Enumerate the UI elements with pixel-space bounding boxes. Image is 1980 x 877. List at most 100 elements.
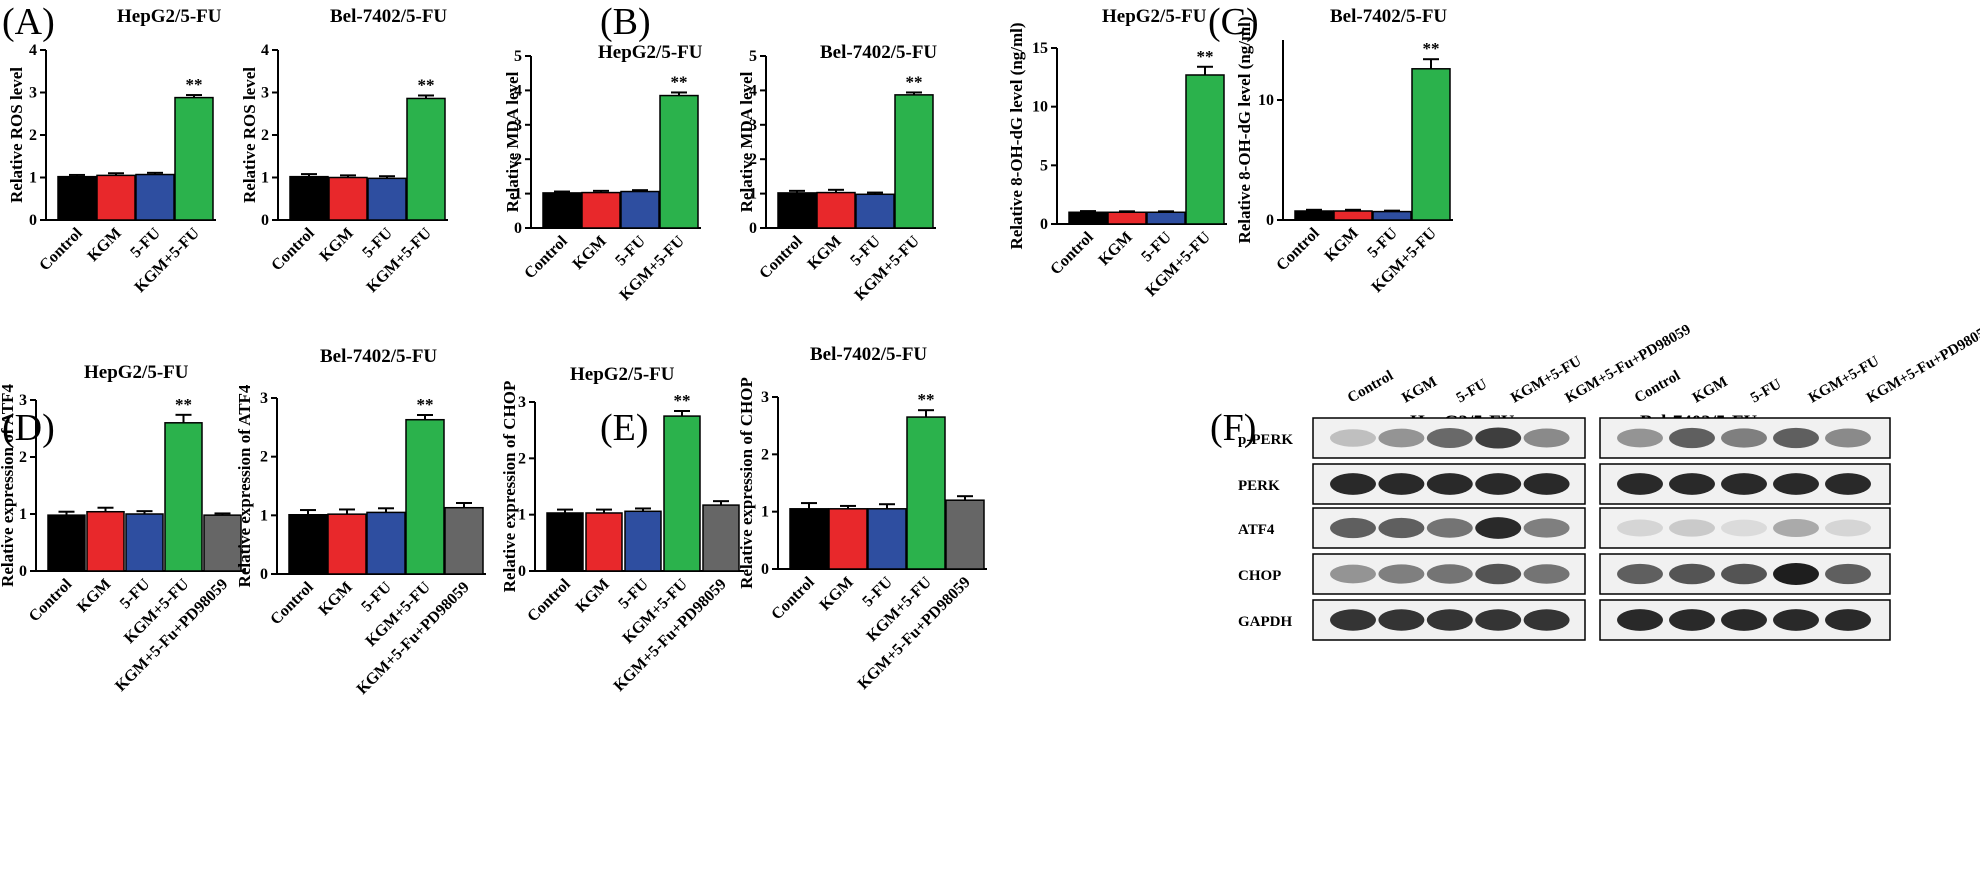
bar [406, 97, 446, 221]
blot-band [1825, 519, 1871, 537]
blot-band [1721, 428, 1767, 448]
x-tick-label: KGM [74, 576, 114, 616]
blot-lane-label: KGM [1399, 374, 1439, 407]
blot-lane-label: 5-FU [1748, 376, 1784, 406]
blot-band [1330, 609, 1376, 631]
chart-title: HepG2/5-FU [84, 362, 189, 383]
chart-d-bel7402: Bel-7402/5-FU Relative expression of ATF4… [235, 346, 486, 698]
y-tick-label: 10 [1032, 99, 1048, 116]
blot-band [1523, 518, 1570, 538]
chart-e-hepg2: HepG2/5-FU Relative expression of CHOP 0 1 2… [500, 364, 744, 695]
blot-band [1773, 473, 1819, 495]
y-tick-label: 0 [260, 566, 268, 583]
y-tick-label: 3 [260, 390, 268, 407]
y-tick-label: 0 [29, 212, 37, 229]
bar [546, 512, 584, 572]
y-tick-label: 2 [19, 449, 27, 466]
y-tick-label: 1 [261, 170, 269, 187]
blot-band [1475, 609, 1522, 631]
y-tick-label: 15 [1032, 40, 1048, 57]
y-axis-label: Relative 8-OH-dG level (ng/ml) [1007, 22, 1026, 249]
y-tick-label: 3 [761, 389, 769, 406]
x-tick-label: Control [36, 224, 86, 274]
x-tick-label: KGM [805, 233, 845, 273]
bar [203, 514, 242, 572]
y-axis-label: Relative MDA level [737, 71, 756, 212]
bar [96, 174, 136, 221]
bar [620, 190, 660, 229]
bar [47, 514, 86, 572]
bar [328, 176, 368, 221]
blot-band [1426, 518, 1473, 538]
significance-marker: ** [674, 391, 691, 410]
y-tick-label: 3 [518, 394, 526, 411]
blot-band [1773, 563, 1819, 585]
bar [327, 513, 367, 575]
y-tick-label: 3 [261, 85, 269, 102]
chart-e-bel7402: Bel-7402/5-FU Relative expression of CHOP… [737, 344, 987, 693]
x-tick-label: Control [268, 224, 318, 274]
blot-band [1617, 563, 1663, 585]
y-tick-label: 1 [29, 170, 37, 187]
blot-band [1617, 473, 1663, 495]
x-tick-label: KGM [317, 225, 357, 265]
blot-band [1475, 427, 1522, 449]
y-tick-label: 0 [261, 212, 269, 229]
y-tick-label: 1 [761, 504, 769, 521]
x-tick-label: Control [524, 575, 574, 625]
blot-band [1330, 517, 1376, 539]
x-tick-label: KGM [1096, 229, 1136, 269]
y-tick-label: 0 [761, 561, 769, 578]
x-tick-label: KGM [817, 574, 857, 614]
blot-band [1721, 563, 1767, 585]
bar [135, 173, 175, 221]
blot-band [1330, 429, 1376, 447]
chart-title: HepG2/5-FU [570, 364, 675, 385]
panel-label-a: (A) [2, 1, 55, 43]
x-tick-label: KGM [85, 225, 125, 265]
bar [367, 177, 407, 221]
blot-row-label: ATF4 [1238, 522, 1275, 538]
bar [174, 96, 214, 221]
bar [1411, 68, 1451, 221]
bar [1107, 211, 1147, 225]
blot-row-label: GAPDH [1238, 614, 1292, 630]
blot-band [1721, 473, 1767, 495]
blot-band [1426, 609, 1473, 631]
y-axis-label: Relative ROS level [7, 67, 26, 203]
x-tick-label: Control [267, 578, 317, 628]
significance-marker: ** [186, 75, 203, 94]
blot-band [1825, 563, 1871, 585]
chart-title: HepG2/5-FU [117, 6, 222, 27]
chart-title: Bel-7402/5-FU [330, 6, 447, 27]
y-tick-label: 2 [518, 450, 526, 467]
x-tick-label: Control [1273, 224, 1323, 274]
bar [1068, 211, 1108, 225]
y-tick-label: 1 [19, 506, 27, 523]
chart-title: Bel-7402/5-FU [1330, 6, 1447, 27]
bar [542, 192, 582, 229]
y-tick-label: 5 [749, 48, 757, 65]
panel-label-c: (C) [1208, 1, 1259, 43]
y-tick-label: 0 [749, 220, 757, 237]
blot-band [1825, 428, 1871, 448]
bar [585, 512, 623, 572]
bar [624, 510, 662, 572]
y-tick-label: 4 [29, 42, 37, 59]
x-tick-label: KGM [570, 233, 610, 273]
blot-band [1523, 609, 1570, 631]
blot-band [1773, 609, 1819, 631]
blot-row-label: PERK [1238, 478, 1280, 494]
chart-title: Bel-7402/5-FU [320, 346, 437, 367]
blot-band [1523, 428, 1570, 448]
bar [581, 191, 621, 229]
bar [828, 508, 868, 570]
bar [405, 418, 445, 575]
y-tick-label: 1 [749, 186, 757, 203]
bar [366, 511, 406, 575]
blot-band [1475, 517, 1522, 539]
blot-band [1378, 517, 1425, 539]
blot-lane-label: KGM+5-Fu+PD98059 [1864, 322, 1980, 407]
